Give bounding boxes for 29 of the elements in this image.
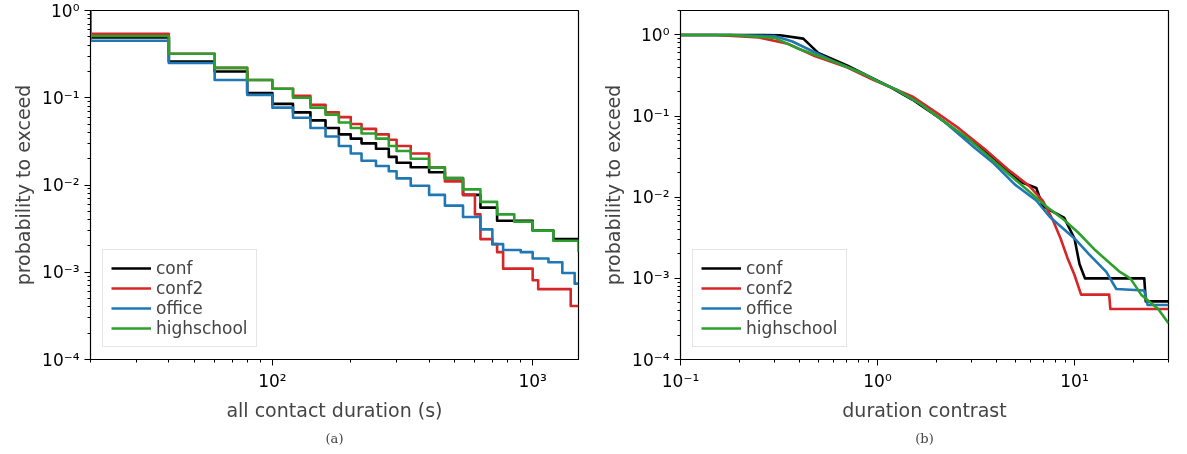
- y-tick-label: 10⁰: [51, 0, 80, 21]
- text: (a): [325, 430, 344, 446]
- x-tick-label: 10¹: [1060, 370, 1089, 391]
- x-axis-title: duration contrast: [842, 398, 1007, 421]
- y-tick-label: 10⁻⁴: [42, 349, 80, 370]
- x-tick-label: 10⁻¹: [661, 370, 700, 391]
- y-tick-label: 10⁻³: [42, 262, 80, 283]
- legend-label: office: [156, 298, 203, 318]
- y-tick-label: 10⁻¹: [632, 106, 670, 127]
- x-tick-label: 10²: [258, 370, 287, 391]
- y-tick-label: 10⁻²: [632, 187, 670, 208]
- y-axis-title: probability to exceed: [12, 84, 35, 286]
- y-axis-title: probability to exceed: [602, 84, 625, 286]
- x-axis-title: all contact duration (s): [226, 398, 443, 421]
- y-tick-label: 10⁰: [641, 24, 670, 45]
- legend-label: conf: [746, 258, 783, 278]
- y-tick-label: 10⁻⁴: [632, 349, 670, 370]
- legend-label: highschool: [746, 318, 838, 338]
- x-tick-label: 10⁰: [863, 370, 892, 391]
- legend-label: highschool: [156, 318, 248, 338]
- y-tick-label: 10⁻²: [42, 175, 80, 195]
- x-tick-label: 10³: [518, 370, 547, 391]
- text: (b): [915, 430, 934, 446]
- legend-label: conf2: [156, 278, 204, 298]
- y-tick-label: 10⁻³: [632, 268, 670, 289]
- legend-label: conf: [156, 258, 193, 278]
- y-tick-label: 10⁻¹: [42, 87, 80, 108]
- legend-label: conf2: [746, 278, 794, 298]
- legend-label: office: [746, 298, 793, 318]
